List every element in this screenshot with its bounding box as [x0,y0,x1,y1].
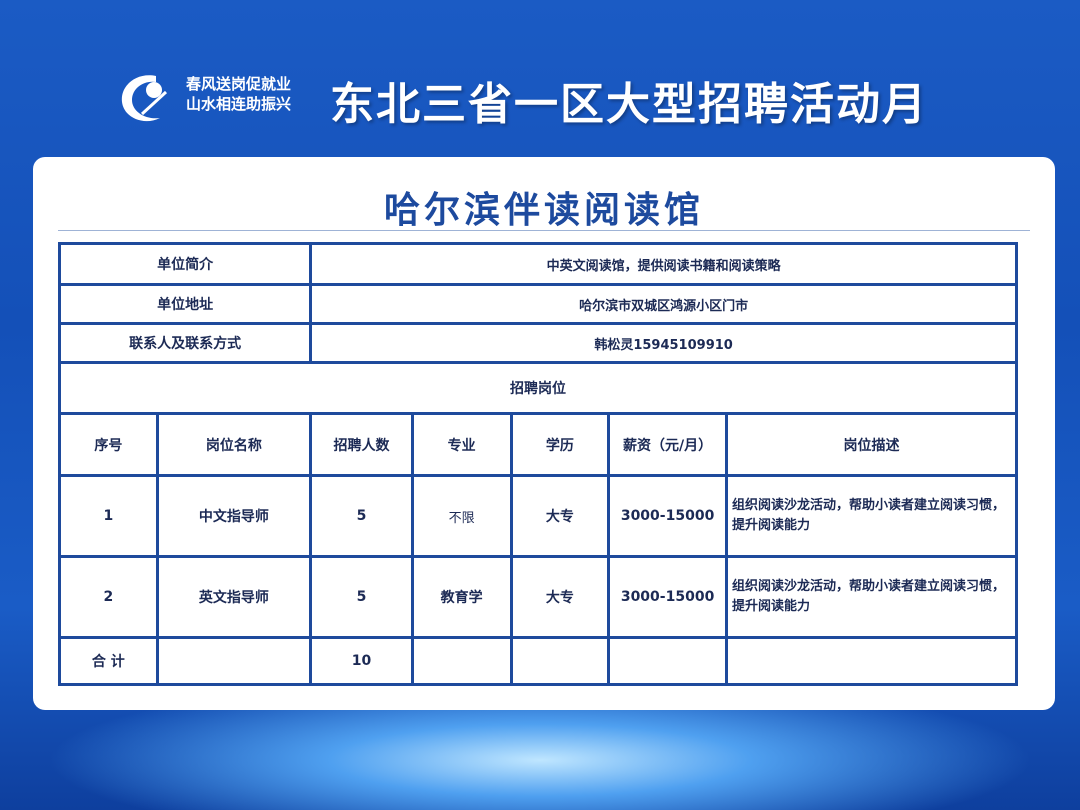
cell-major: 不限 [410,474,513,558]
job-card: 哈尔滨伴读阅读馆 单位简介 中英文阅读馆，提供阅读书籍和阅读策略 单位地址 哈尔滨市… [33,157,1055,710]
info-row: 单位地址 哈尔滨市双城区鸿源小区门市 [57,283,1018,325]
slogan: 春风送岗促就业 山水相连助振兴 [186,74,291,114]
header: 春风送岗促就业 山水相连助振兴 东北三省一区大型招聘活动月 [0,60,1080,140]
slogan-line-2: 山水相连助振兴 [186,95,292,113]
total-label: 合 计 [58,636,159,686]
cell-major: 教育学 [410,555,513,639]
info-row: 单位简介 中英文阅读馆，提供阅读书籍和阅读策略 [57,242,1018,286]
section-title: 招聘岗位 [58,361,1018,415]
empty-cell [155,636,313,686]
column-header: 岗位名称 [155,412,313,477]
cell-description: 组织阅读沙龙活动，帮助小读者建立阅读习惯，提升阅读能力 [724,474,1019,558]
page-title: 东北三省一区大型招聘活动月 [330,79,928,130]
cell-position: 英文指导师 [155,555,313,639]
cell-salary: 3000-15000 [607,474,728,558]
column-header: 学历 [509,412,611,477]
info-value: 韩松灵15945109910 [309,322,1018,364]
info-label: 联系人及联系方式 [57,322,313,364]
empty-cell [410,636,513,686]
info-label: 单位简介 [57,242,313,286]
empty-cell [724,636,1019,686]
column-header: 薪资（元/月） [607,412,728,477]
cell-index: 1 [58,474,159,558]
job-table: 单位简介 中英文阅读馆，提供阅读书籍和阅读策略 单位地址 哈尔滨市双城区鸿源小区门市… [57,242,1019,686]
cell-education: 大专 [509,555,611,639]
divider [58,230,1030,231]
total-row: 合 计 10 [58,636,1019,686]
info-row: 联系人及联系方式 韩松灵15945109910 [57,322,1018,364]
total-count: 10 [309,636,414,686]
header-row: 序号 岗位名称 招聘人数 专业 学历 薪资（元/月） 岗位描述 [58,412,1019,477]
column-header: 专业 [410,412,513,477]
cell-index: 2 [58,555,159,639]
column-header: 招聘人数 [309,412,414,477]
cell-description: 组织阅读沙龙活动，帮助小读者建立阅读习惯，提升阅读能力 [724,555,1019,639]
info-label: 单位地址 [57,283,313,325]
table-row: 2 英文指导师 5 教育学 大专 3000-15000 组织阅读沙龙活动，帮助小… [58,555,1019,639]
cell-count: 5 [309,474,414,558]
info-value: 中英文阅读馆，提供阅读书籍和阅读策略 [309,242,1018,286]
company-name: 哈尔滨伴读阅读馆 [383,189,704,231]
column-header: 序号 [58,412,159,477]
campaign-logo-icon [121,75,168,122]
empty-cell [607,636,728,686]
cell-position: 中文指导师 [155,474,313,558]
info-value: 哈尔滨市双城区鸿源小区门市 [309,283,1018,325]
table-row: 1 中文指导师 5 不限 大专 3000-15000 组织阅读沙龙活动，帮助小读… [58,474,1019,558]
cell-salary: 3000-15000 [607,555,728,639]
cell-count: 5 [309,555,414,639]
empty-cell [509,636,611,686]
cell-education: 大专 [509,474,611,558]
slogan-line-1: 春风送岗促就业 [186,75,292,93]
column-header: 岗位描述 [724,412,1019,477]
